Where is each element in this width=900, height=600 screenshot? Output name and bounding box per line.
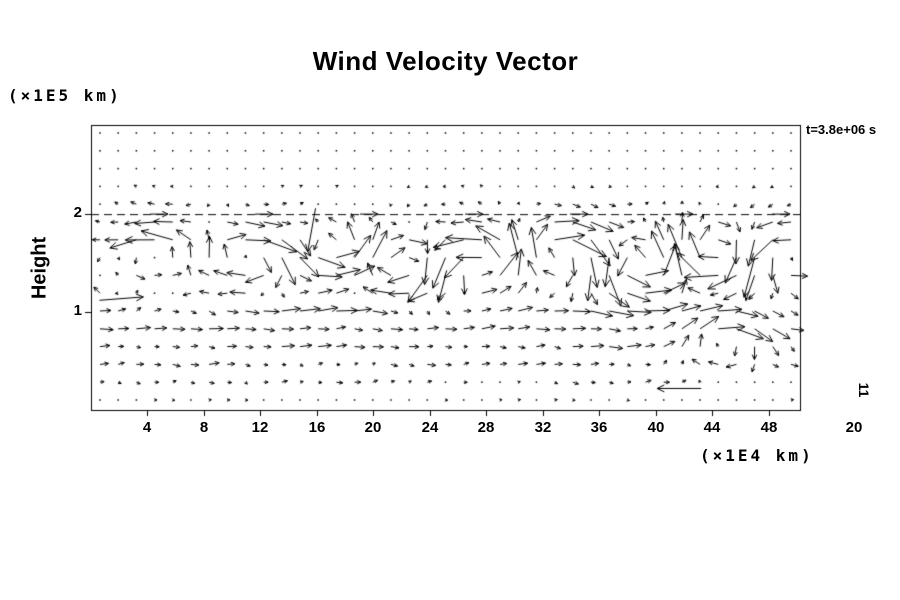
x-tick-label: 36 (590, 419, 608, 436)
y-tick-label: 1 (73, 302, 82, 319)
y-tick-label: 2 (73, 204, 82, 221)
y-axis-title: Height (28, 236, 51, 300)
x-tick-label: 48 (760, 419, 778, 436)
x-tick-label: 16 (308, 419, 326, 436)
x-tick-label: 12 (251, 419, 269, 436)
x-tick-label: 8 (199, 419, 209, 436)
chart-title: Wind Velocity Vector (312, 46, 579, 76)
x-tick-label: 20 (364, 419, 382, 436)
time-annotation: t=3.8e+06 s (806, 122, 877, 137)
x-tick-label: 32 (534, 419, 552, 436)
y-unit-label: (×1E5 km) (8, 86, 122, 105)
x-tick-label: 28 (477, 419, 495, 436)
x-tick-label: 4 (142, 419, 152, 436)
x-tick-label: 40 (647, 419, 665, 436)
right-corner-tick-label: 20 (845, 419, 863, 436)
x-tick-label: 44 (703, 419, 721, 436)
side-label: 11 (856, 382, 872, 398)
x-tick-label: 24 (421, 419, 439, 436)
x-unit-label: (×1E4 km) (700, 446, 814, 465)
